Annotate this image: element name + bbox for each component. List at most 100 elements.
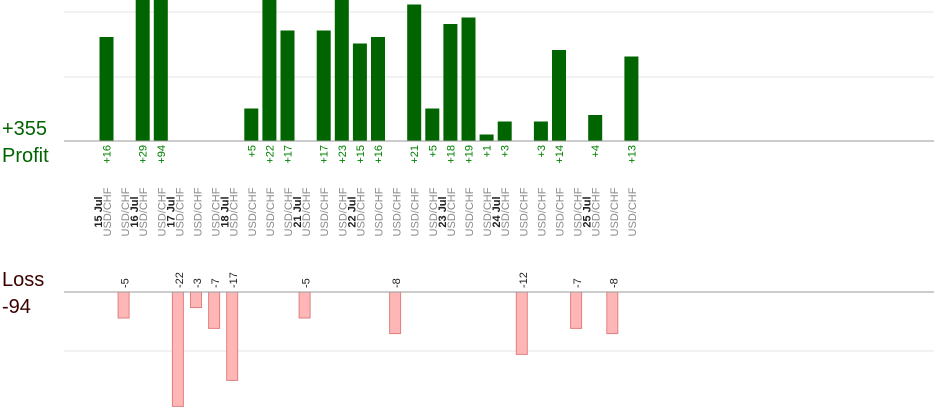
loss-bar: [389, 291, 402, 335]
bar-layer: [99, 0, 639, 407]
loss-value-label: -12: [518, 272, 530, 288]
profit-bar: [244, 108, 259, 141]
profit-bar: [552, 50, 566, 141]
symbol-label: USD/CHF: [446, 187, 458, 236]
profit-bar: [479, 134, 494, 141]
loss-bar: [606, 291, 619, 335]
profit-bar: [316, 30, 331, 141]
profit-label: Profit: [2, 145, 49, 167]
loss-bar: [570, 291, 583, 329]
loss-value-label: -8: [391, 278, 403, 288]
profit-bar: [352, 43, 367, 141]
profit-value-label: +21: [409, 145, 421, 164]
loss-value-label: -3: [192, 278, 204, 288]
symbol-label: USD/CHF: [591, 187, 603, 236]
profit-value-label: +5: [427, 145, 439, 158]
symbol-label: USD/CHF: [609, 187, 621, 236]
symbol-label: USD/CHF: [247, 187, 259, 236]
profit-value-label: +19: [464, 145, 476, 164]
date-label: 17 Jul: [165, 196, 177, 227]
symbol-label: USD/CHF: [265, 187, 277, 236]
symbol-label: USD/CHF: [301, 187, 313, 236]
loss-bar: [208, 291, 221, 329]
symbol-label: USD/CHF: [573, 187, 585, 236]
symbol-label: USD/CHF: [156, 187, 168, 236]
profit-value-label: +3: [536, 145, 548, 158]
profit-value-label: +13: [626, 145, 638, 164]
symbol-label: USD/CHF: [229, 187, 241, 236]
symbol-label: USD/CHF: [193, 187, 205, 236]
loss-value-label: -5: [301, 278, 313, 288]
profit-bar: [135, 0, 150, 141]
symbol-label: USD/CHF: [500, 187, 512, 236]
symbol-label: USD/CHF: [211, 187, 223, 236]
loss-bar: [515, 291, 528, 355]
grid-layer: [64, 11, 934, 352]
symbol-label: USD/CHF: [374, 187, 386, 236]
symbol-label: USD/CHF: [392, 187, 404, 236]
symbol-label: USD/CHF: [627, 187, 639, 236]
symbol-label: USD/CHF: [555, 187, 567, 236]
profit-value-label: +29: [138, 145, 150, 164]
symbol-label: USD/CHF: [355, 187, 367, 236]
loss-bar: [190, 291, 202, 309]
loss-value-label: -7: [210, 278, 222, 288]
date-label: 21 Jul: [292, 196, 304, 227]
profit-bar: [624, 56, 639, 141]
loss-value-label: -17: [228, 272, 240, 288]
profit-value-label: +4: [590, 145, 602, 158]
date-label: 18 Jul: [220, 196, 232, 227]
symbol-label: USD/CHF: [536, 187, 548, 236]
profit-bar: [262, 0, 277, 141]
profit-value-label: +16: [102, 145, 114, 164]
date-label: 25 Jul: [582, 196, 594, 227]
profit-bar: [99, 37, 114, 141]
profit-total: +355: [2, 118, 48, 140]
profit-bar: [588, 115, 603, 141]
loss-bar: [171, 291, 184, 407]
symbol-label: USD/CHF: [138, 187, 150, 236]
symbol-label: USD/CHF: [319, 187, 331, 236]
profit-bar: [371, 37, 385, 141]
date-label: 24 Jul: [491, 196, 503, 227]
date-label: 23 Jul: [437, 196, 449, 227]
profit-value-label: +14: [554, 145, 566, 164]
profit-bar: [443, 24, 458, 141]
symbol-label: USD/CHF: [283, 187, 295, 236]
profit-value-label: +94: [156, 145, 168, 164]
axis-layer: [64, 140, 934, 293]
profit-value-label: +3: [500, 145, 512, 158]
profit-bar: [407, 4, 422, 141]
loss-value-label: -5: [120, 278, 132, 288]
profit-value-label: +16: [373, 145, 385, 164]
profit-value-label: +22: [264, 145, 276, 164]
profit-value-label: +18: [445, 145, 457, 164]
profit-value-label: +5: [246, 145, 258, 158]
profit-bar: [497, 121, 512, 141]
date-label: 16 Jul: [129, 196, 141, 227]
loss-bar: [298, 291, 311, 319]
profit-value-label: +15: [355, 145, 367, 164]
symbol-label: USD/CHF: [482, 187, 494, 236]
loss-label: Loss: [2, 269, 45, 291]
profit-bar: [153, 0, 168, 141]
profit-value-label: +1: [482, 145, 494, 158]
date-label: 15 Jul: [93, 196, 105, 227]
symbol-label: USD/CHF: [102, 187, 114, 236]
profit-value-label: +23: [337, 145, 349, 164]
profit-bar: [280, 30, 295, 141]
loss-value-label: -8: [608, 278, 620, 288]
loss-total: -94: [2, 296, 31, 318]
profit-bar: [425, 108, 440, 141]
profit-value-label: +17: [319, 145, 331, 164]
loss-value-label: -7: [572, 278, 584, 288]
symbol-label: USD/CHF: [518, 187, 530, 236]
date-label: 22 Jul: [346, 196, 358, 227]
symbol-label: USD/CHF: [120, 187, 132, 236]
symbol-label: USD/CHF: [428, 187, 440, 236]
loss-bar: [226, 291, 239, 381]
profit-bar: [334, 0, 349, 141]
loss-value-label: -22: [174, 272, 186, 288]
